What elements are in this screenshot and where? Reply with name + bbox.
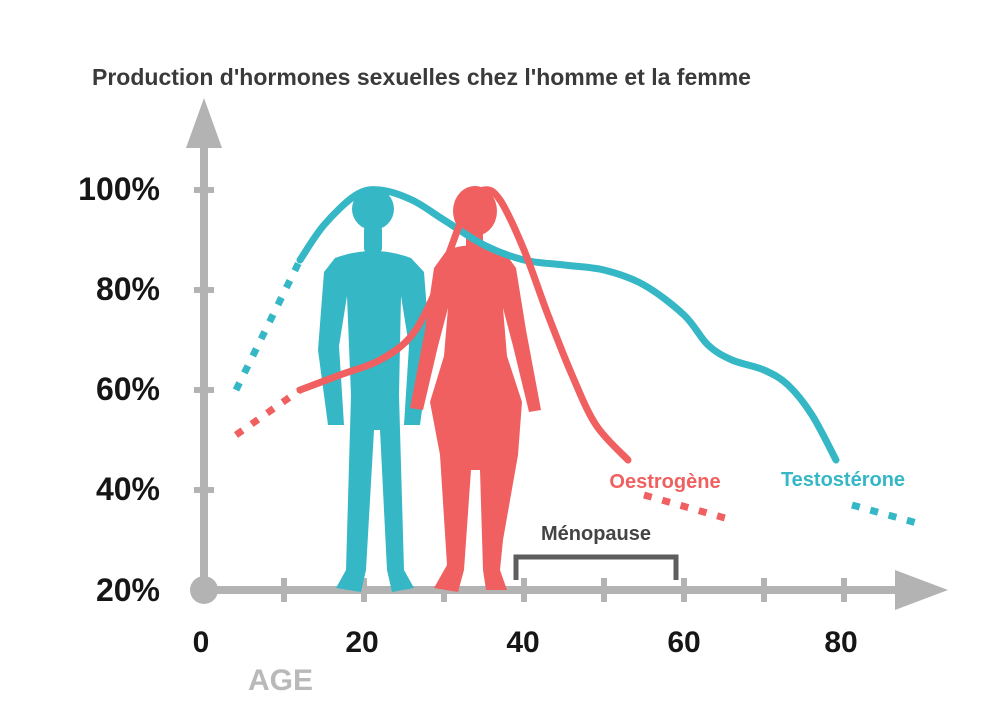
y-axis [186, 98, 222, 590]
axis-origin-marker [190, 576, 218, 604]
y-tick-label-80: 80% [96, 271, 160, 307]
testosterone-dotted-end [851, 501, 925, 529]
axis-ticks [194, 187, 847, 602]
x-tick-label-20: 20 [345, 626, 378, 659]
x-tick-label-80: 80 [824, 626, 857, 659]
oestrogene-dotted-end [643, 491, 733, 524]
chart-title: Production d'hormones sexuelles chez l'h… [92, 64, 751, 90]
x-axis [204, 570, 948, 610]
x-tick-label-40: 40 [506, 626, 539, 659]
y-tick-label-20: 20% [96, 572, 160, 608]
y-tick-label-40: 40% [96, 471, 160, 507]
series-layer [232, 186, 925, 529]
x-tick-labels: 0 20 40 60 80 [193, 626, 858, 659]
x-axis-label: AGE [248, 664, 313, 697]
menopause-label: Ménopause [541, 523, 651, 545]
series-line-oestrogene [296, 186, 632, 464]
testosterone-dotted-start [232, 258, 304, 392]
oestrogene-dotted-start [233, 387, 303, 438]
y-tick-labels: 100% 80% 60% 40% 20% [78, 171, 160, 608]
man-silhouette-icon [318, 188, 430, 592]
x-tick-label-60: 60 [667, 626, 700, 659]
y-tick-label-100: 100% [78, 171, 160, 207]
series-line-testosterone [296, 186, 840, 464]
series-label-testosterone: Testostérone [781, 469, 905, 491]
menopause-bracket [513, 554, 679, 580]
y-tick-label-60: 60% [96, 371, 160, 407]
series-label-oestrogene: Oestrogène [609, 471, 720, 493]
x-tick-label-0: 0 [193, 626, 210, 659]
